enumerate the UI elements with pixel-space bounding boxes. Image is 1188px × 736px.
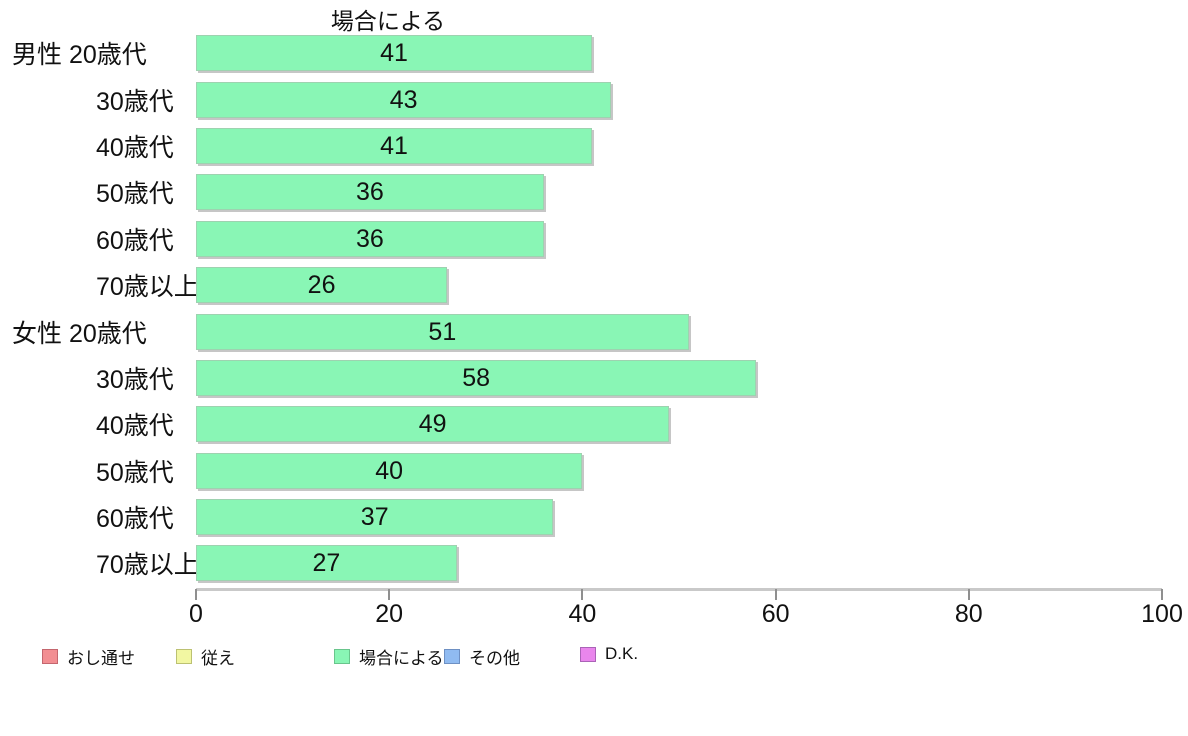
bar: 58	[196, 359, 757, 396]
category-label: 50歳代	[96, 458, 174, 487]
bar-row: 40歳代 41	[0, 123, 1162, 169]
bar: 36	[196, 220, 544, 257]
category-label: 女性 20歳代	[12, 319, 147, 348]
category-label: 70歳以上	[96, 273, 199, 302]
legend: おし通せ 従え 場合による その他 D.K.	[0, 644, 1188, 674]
bar-track: 27	[196, 545, 1162, 582]
x-axis-tick	[195, 589, 197, 600]
bar: 49	[196, 406, 670, 443]
category-label: 40歳代	[96, 133, 174, 162]
bar: 26	[196, 267, 448, 304]
bar-row: 50歳代 40	[0, 448, 1162, 494]
category-label: 50歳代	[96, 180, 174, 209]
legend-swatch	[444, 649, 460, 664]
x-axis-tick	[388, 589, 391, 600]
bar-track: 51	[196, 313, 1162, 350]
category-label: 60歳代	[96, 505, 174, 534]
bar-track: 58	[196, 359, 1162, 396]
x-axis-tick-label: 60	[761, 600, 790, 628]
x-axis-tick	[967, 589, 970, 600]
bar-track: 36	[196, 174, 1162, 211]
bar-value-label: 51	[428, 317, 457, 346]
legend-swatch	[42, 649, 58, 664]
x-axis-tick	[581, 589, 584, 600]
bar-row: 60歳代 36	[0, 216, 1162, 262]
bar-track: 40	[196, 452, 1162, 489]
bar: 37	[196, 499, 554, 536]
bar-row: 男性 20歳代 41	[0, 30, 1162, 76]
x-axis-tick-label: 100	[1141, 600, 1183, 628]
legend-swatch	[334, 649, 350, 664]
legend-label: 従え	[201, 649, 235, 668]
bar-value-label: 58	[462, 363, 491, 392]
legend-label: おし通せ	[67, 649, 135, 668]
x-axis-tick-label: 0	[189, 600, 203, 628]
bar-track: 36	[196, 220, 1162, 257]
legend-item: おし通せ	[42, 644, 135, 669]
legend-label: その他	[469, 649, 520, 668]
bar-value-label: 36	[355, 224, 384, 253]
bar: 41	[196, 127, 593, 164]
bar-track: 26	[196, 267, 1162, 304]
legend-item: 場合による	[334, 644, 444, 669]
bar-value-label: 26	[307, 271, 336, 300]
bar-track: 41	[196, 35, 1162, 72]
legend-swatch	[580, 646, 596, 662]
bar: 27	[196, 545, 457, 582]
bar-value-label: 37	[360, 503, 389, 532]
legend-label: 場合による	[359, 649, 444, 668]
bar-value-label: 49	[418, 410, 447, 439]
bar-value-label: 41	[380, 131, 408, 160]
legend-item: その他	[444, 644, 520, 669]
category-label: 男性 20歳代	[12, 41, 147, 70]
bar-row: 30歳代 43	[0, 76, 1162, 122]
category-label: 40歳代	[96, 412, 174, 441]
bar-value-label: 41	[380, 39, 408, 68]
bar: 41	[196, 35, 593, 72]
bar: 43	[196, 81, 612, 118]
bar-track: 37	[196, 499, 1162, 536]
bar-row: 60歳代 37	[0, 494, 1162, 540]
bar: 51	[196, 313, 689, 350]
bar: 40	[196, 452, 583, 489]
bar-value-label: 43	[389, 85, 418, 114]
bar: 36	[196, 174, 544, 211]
bar-row: 50歳代 36	[0, 169, 1162, 215]
bar-value-label: 36	[355, 178, 384, 207]
x-axis: 0 20 40 60 80 100	[189, 588, 1183, 628]
bar-row: 70歳以上 27	[0, 540, 1162, 586]
chart-title: 場合による	[330, 8, 446, 34]
category-label: 70歳以上	[96, 551, 199, 580]
category-label: 60歳代	[96, 226, 174, 255]
bar-row: 30歳代 58	[0, 355, 1162, 401]
bar-value-label: 40	[375, 456, 404, 485]
x-axis-tick-label: 20	[375, 600, 404, 628]
bar-rows: 男性 20歳代 41 30歳代 43 40歳代 41 50歳代 36 60歳代 36 70歳以上 26…	[0, 30, 1162, 587]
bar-row: 女性 20歳代 51	[0, 308, 1162, 354]
category-label: 30歳代	[96, 87, 174, 116]
x-axis-tick-label: 80	[954, 600, 983, 628]
category-label: 30歳代	[96, 365, 174, 394]
legend-label: D.K.	[605, 644, 639, 663]
bar-track: 43	[196, 81, 1162, 118]
x-axis-tick	[1161, 589, 1163, 600]
bar-row: 70歳以上 26	[0, 262, 1162, 308]
bar-track: 49	[196, 406, 1162, 443]
bar-row: 40歳代 49	[0, 401, 1162, 447]
bar-value-label: 27	[312, 549, 341, 578]
bar-track: 41	[196, 127, 1162, 164]
x-axis-line	[196, 588, 1162, 591]
legend-item: 従え	[176, 644, 235, 669]
legend-swatch	[176, 649, 192, 664]
x-axis-tick-label: 40	[568, 600, 597, 628]
legend-item: D.K.	[580, 644, 638, 664]
x-axis-tick	[774, 589, 777, 600]
